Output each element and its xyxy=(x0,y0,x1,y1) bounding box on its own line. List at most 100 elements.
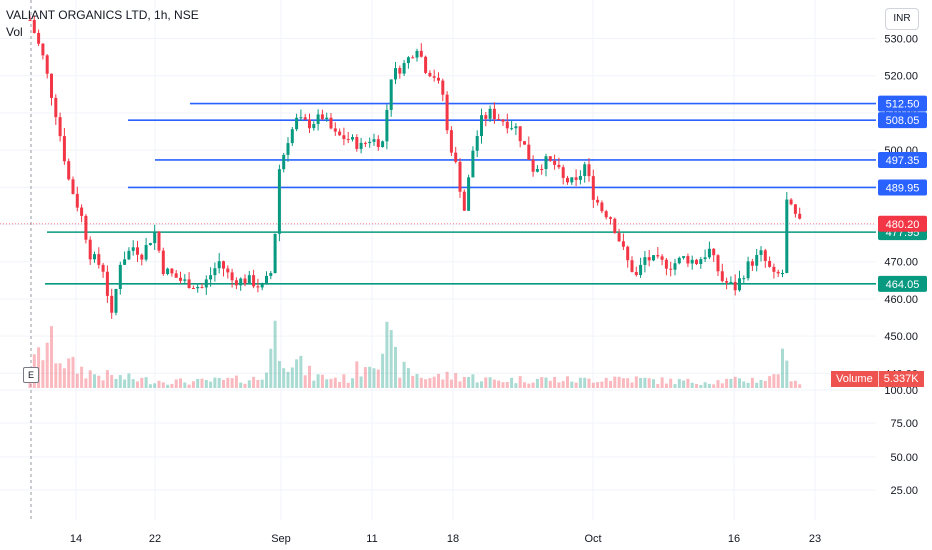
volume-bar xyxy=(127,373,131,388)
volume-bar xyxy=(243,383,247,388)
volume-bar xyxy=(105,370,109,388)
volume-bar xyxy=(793,380,797,388)
candle-body xyxy=(41,43,45,56)
candle-body xyxy=(213,268,217,276)
volume-tick-50.00: 50.00 xyxy=(890,452,918,464)
candle-body xyxy=(437,77,440,81)
volume-bar xyxy=(308,365,311,388)
candle-body xyxy=(415,50,419,58)
time-tick-22: 22 xyxy=(149,533,161,545)
volume-bar xyxy=(432,376,436,388)
price-tick-530.00: 530.00 xyxy=(884,34,918,46)
volume-bar xyxy=(75,373,79,388)
volume-bar xyxy=(338,381,342,388)
volume-bar xyxy=(196,378,200,388)
volume-bar xyxy=(204,379,208,388)
volume-bar xyxy=(316,374,320,388)
volume-bar xyxy=(621,378,625,388)
candle-body xyxy=(381,141,385,147)
volume-bar xyxy=(776,374,780,388)
volume-bar xyxy=(88,370,92,388)
volume-bar xyxy=(561,381,565,388)
volume-bar xyxy=(406,368,410,388)
level-tag-text-512.50: 512.50 xyxy=(886,99,920,111)
volume-bar xyxy=(277,361,281,388)
candle-body xyxy=(226,268,230,273)
volume-bar xyxy=(320,374,324,388)
volume-bar xyxy=(265,372,268,388)
exchange-badge[interactable]: E xyxy=(23,367,39,383)
volume-bar xyxy=(191,381,195,388)
volume-bar xyxy=(41,360,45,388)
volume-bar xyxy=(226,377,230,388)
volume-bar xyxy=(381,353,385,388)
candle-body xyxy=(187,279,191,288)
candle-body xyxy=(252,275,256,287)
volume-bar xyxy=(647,378,651,388)
volume-bar xyxy=(260,379,264,388)
volume-bar xyxy=(256,379,260,388)
volume-bar xyxy=(686,378,690,388)
candle-body xyxy=(273,233,277,274)
candle-body xyxy=(363,142,367,144)
volume-bar xyxy=(200,378,204,388)
volume-bar xyxy=(634,376,638,388)
volume-bar xyxy=(389,330,393,388)
volume-bar xyxy=(505,382,509,388)
candle-body xyxy=(781,272,784,274)
candle-body xyxy=(398,68,402,74)
volume-bar xyxy=(325,379,329,388)
candle-body xyxy=(785,199,789,273)
candle-body xyxy=(561,167,565,178)
candle-body xyxy=(97,254,101,265)
candle-body xyxy=(37,32,41,44)
level-tag-text-497.35: 497.35 xyxy=(886,155,920,167)
candle-body xyxy=(789,199,793,205)
candle-body xyxy=(467,177,471,211)
volume-bar xyxy=(677,379,681,388)
currency-button[interactable]: INR xyxy=(885,8,919,30)
volume-bar xyxy=(170,383,174,388)
volume-bar xyxy=(54,363,58,388)
candle-body xyxy=(587,164,591,177)
volume-indicator-label[interactable]: Vol xyxy=(6,25,23,39)
candle-body xyxy=(325,117,329,120)
candle-body xyxy=(488,108,492,119)
candle-body xyxy=(738,278,741,291)
volume-bar xyxy=(798,384,802,388)
candle-body xyxy=(750,261,754,266)
volume-bar xyxy=(222,379,225,388)
volume-tick-25.00: 25.00 xyxy=(890,485,918,497)
time-tick-18: 18 xyxy=(447,533,459,545)
candle-body xyxy=(441,80,445,95)
volume-bar xyxy=(415,374,419,388)
candle-body xyxy=(458,161,462,192)
volume-bar xyxy=(531,382,535,388)
volume-bar xyxy=(376,369,380,388)
volume-bar xyxy=(497,380,501,388)
volume-bar xyxy=(50,326,53,388)
candle-body xyxy=(320,114,324,120)
volume-bar xyxy=(131,379,135,388)
candle-body xyxy=(101,264,105,272)
volume-bar xyxy=(664,383,668,388)
candle-body xyxy=(71,179,75,194)
candle-body xyxy=(660,256,664,260)
volume-bar xyxy=(295,359,299,388)
candle-body xyxy=(217,261,221,269)
level-lines xyxy=(0,102,876,285)
candle-body xyxy=(157,231,161,251)
candle-body xyxy=(570,177,574,183)
time-tick-Sep: Sep xyxy=(271,533,291,545)
volume-bar xyxy=(62,368,66,388)
volume-bar xyxy=(566,376,569,388)
volume-bar xyxy=(363,367,367,388)
volume-bar xyxy=(398,377,402,388)
time-tick-11: 11 xyxy=(366,533,377,545)
level-tag-512.50 xyxy=(878,95,927,112)
candle-body xyxy=(75,193,79,208)
candle-body xyxy=(712,248,716,256)
candle-body xyxy=(695,259,698,265)
volume-bar xyxy=(789,381,793,388)
